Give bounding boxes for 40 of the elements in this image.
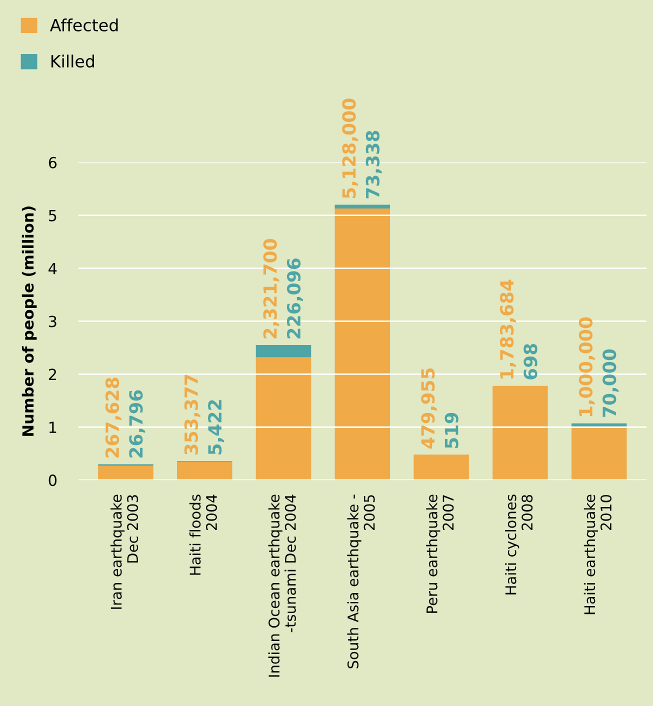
x-tick-label: Indian Ocean earthquake -tsunami Dec 2004 (268, 494, 296, 677)
annotation: 698 (524, 344, 538, 380)
annotation: 5,128,000 (342, 98, 358, 198)
legend-label: Affected (50, 18, 118, 32)
x-tick-label: Haiti cyclones 2008 (505, 494, 533, 594)
bar (256, 345, 312, 358)
bar (98, 466, 154, 480)
annotation: 70,000 (602, 349, 619, 417)
annotation: 1,783,684 (500, 280, 516, 378)
bar (414, 454, 469, 480)
annotation: 519 (444, 412, 458, 448)
annotation: 2,321,700 (263, 238, 280, 338)
y-tick-label: 5 (48, 210, 56, 222)
annotation: 479,955 (421, 368, 438, 449)
annotation: 353,377 (184, 374, 200, 455)
x-tick-label: Peru earthquake 2007 (426, 494, 454, 613)
bar (176, 462, 232, 480)
bar (492, 386, 548, 480)
x-tick-label: Haiti floods 2004 (189, 494, 218, 575)
bar (256, 357, 312, 480)
y-axis-title: Number of people (million) (22, 206, 37, 436)
y-tick-label: 4 (48, 262, 57, 274)
y-tick-label: 2 (48, 368, 56, 380)
y-tick-label: 1 (49, 422, 56, 433)
y-tick-label: 6 (48, 156, 57, 168)
x-tick-label: Haiti earthquake 2010 (584, 494, 612, 614)
annotation: 267,628 (105, 378, 122, 458)
x-tick-label: South Asia earthquake - 2005 (347, 494, 375, 668)
bar (572, 427, 627, 480)
legend-label: Killed (52, 54, 94, 68)
annotation: 5,422 (208, 400, 224, 454)
y-tick-label: 0 (48, 474, 57, 486)
y-tick-label: 3 (48, 316, 56, 328)
annotation: 226,096 (286, 258, 303, 338)
annotation: 26,796 (129, 390, 146, 458)
bar (334, 204, 390, 208)
x-tick-label: Iran earthquake Dec 2003 (110, 494, 138, 609)
bar (334, 208, 390, 480)
annotation: 1,000,000 (578, 317, 595, 416)
annotation: 73,338 (366, 130, 382, 198)
